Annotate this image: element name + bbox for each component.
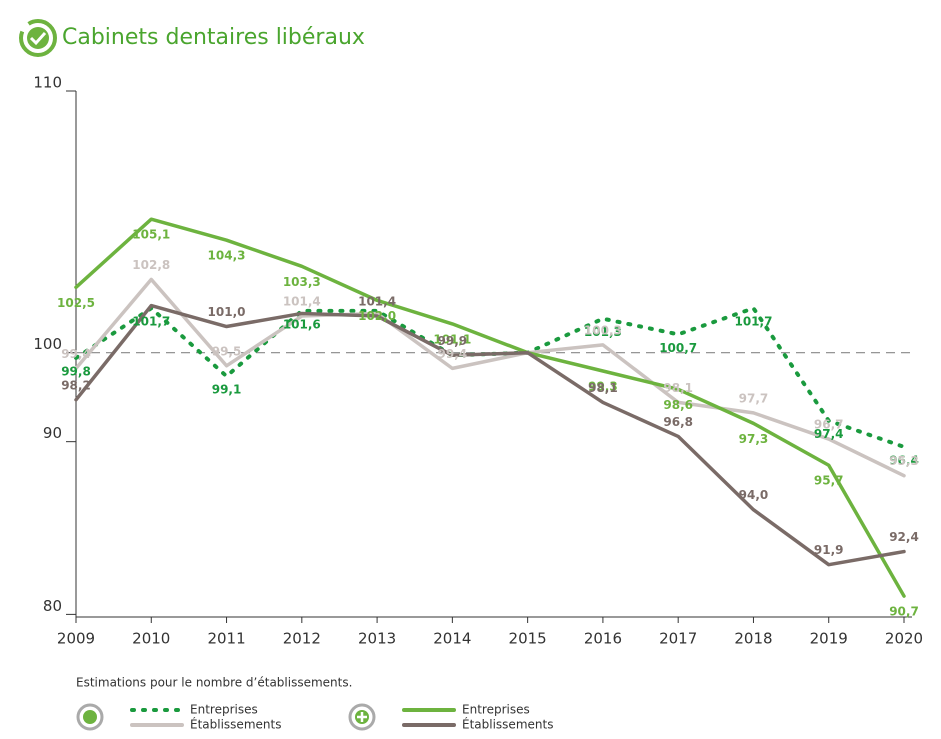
value-label: 99,8 (61, 364, 91, 378)
value-label: 98,2 (61, 378, 91, 392)
y-tick-label: 110 (33, 74, 62, 92)
value-label: 100,3 (584, 323, 622, 337)
value-label: 96,4 (889, 453, 919, 467)
value-label: 99,5 (212, 344, 242, 358)
x-tick-label: 2018 (734, 630, 772, 648)
value-label: 102,5 (57, 296, 95, 310)
value-label: 92,4 (889, 530, 919, 544)
y-tick-label: 80 (43, 597, 62, 615)
legend-label: Établissements (190, 717, 281, 732)
x-tick-label: 2014 (433, 630, 471, 648)
value-label: 96,8 (663, 415, 693, 429)
value-label: 101,3 (584, 325, 622, 339)
value-label: 90,7 (889, 605, 919, 619)
value-label: 98,6 (663, 398, 693, 412)
legend-label: Établissements (462, 717, 553, 732)
note: Estimations pour le nombre d’établisseme… (76, 676, 352, 690)
value-label: 101,1 (433, 332, 471, 346)
value-label: 99,3 (588, 380, 618, 394)
title-icon (19, 19, 57, 57)
value-label: 98,1 (588, 381, 618, 395)
series-line (74, 217, 906, 598)
value-label: 100,7 (659, 341, 697, 355)
x-tick-label: 2017 (659, 630, 697, 648)
value-label: 104,3 (208, 249, 246, 263)
value-label: 99,4 (438, 347, 468, 361)
value-label: 101,7 (132, 315, 170, 329)
x-tick-label: 2015 (509, 630, 547, 648)
x-tick-label: 2011 (207, 630, 245, 648)
value-label: 101,4 (358, 295, 396, 309)
value-label: 105,1 (132, 228, 170, 242)
x-tick-label: 2012 (283, 630, 321, 648)
y-tick-label: 100 (33, 335, 62, 353)
x-tick-label: 2010 (132, 630, 170, 648)
value-label: 99,1 (212, 383, 242, 397)
y-tick-label: 90 (43, 424, 62, 442)
value-label: 95,7 (814, 474, 844, 488)
legend-label: Entreprises (462, 703, 530, 717)
series-line (74, 277, 906, 478)
x-tick-label: 2019 (810, 630, 848, 648)
value-label: 101,0 (208, 305, 246, 319)
series-line (74, 306, 906, 449)
legend-label: Entreprises (190, 703, 258, 717)
value-label: 94,0 (739, 488, 769, 502)
value-label: 98,1 (663, 381, 693, 395)
x-tick-label: 2013 (358, 630, 396, 648)
value-label: 99,9 (438, 334, 468, 348)
value-label: 102,8 (132, 258, 170, 272)
chart-title: Cabinets dentaires libéraux (62, 25, 365, 50)
value-label: 102,0 (358, 309, 396, 323)
x-tick-label: 2020 (885, 630, 923, 648)
value-label: 103,3 (283, 275, 321, 289)
value-label: 97,7 (739, 391, 769, 405)
x-tick-label: 2016 (584, 630, 622, 648)
legend-icon (348, 703, 376, 731)
value-label: 95,3 (889, 454, 919, 468)
value-label: 99,4 (61, 347, 91, 361)
value-label: 91,9 (814, 543, 844, 557)
value-label: 96,7 (814, 418, 844, 432)
value-label: 101,6 (283, 317, 321, 331)
x-tick-label: 2009 (57, 630, 95, 648)
legend-icon (76, 703, 104, 731)
series-line (74, 303, 906, 567)
value-label: 97,4 (814, 427, 844, 441)
value-label: 101,7 (734, 315, 772, 329)
value-label: 101,4 (283, 295, 321, 309)
value-label: 97,3 (739, 432, 769, 446)
